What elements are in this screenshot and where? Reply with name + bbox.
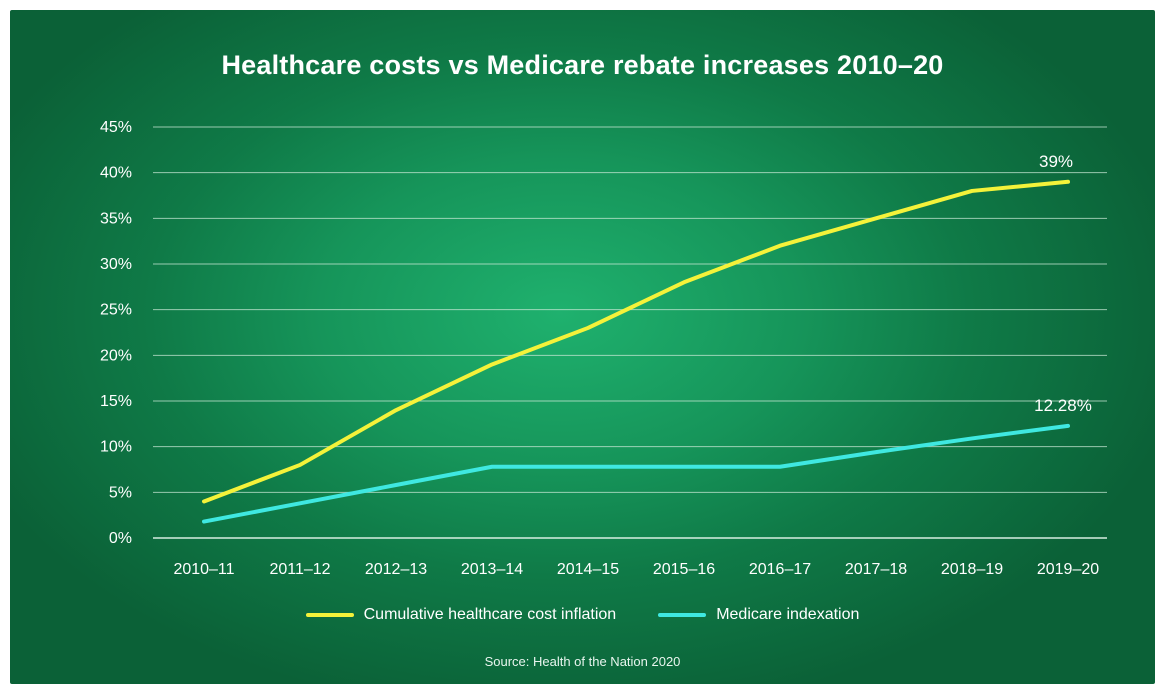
x-tick-label: 2013–14: [461, 561, 523, 578]
x-tick-label: 2017–18: [845, 561, 907, 578]
y-tick-label: 10%: [100, 439, 132, 456]
y-tick-label: 5%: [109, 484, 132, 501]
grid-lines: [153, 126, 1107, 539]
y-tick-label: 40%: [100, 165, 132, 182]
x-tick-label: 2015–16: [653, 561, 715, 578]
data-label: 12.28%: [1034, 396, 1092, 415]
line-chart: 0% 5% 10% 15% 20% 25% 30% 35% 40% 45% 2010–11 2011…: [100, 119, 1107, 578]
x-tick-label: 2019–20: [1037, 561, 1099, 578]
legend-item-medicare-indexation: Medicare indexation: [658, 606, 859, 624]
chart-title: Healthcare costs vs Medicare rebate incr…: [221, 50, 944, 80]
x-tick-label: 2012–13: [365, 561, 427, 578]
legend: Cumulative healthcare cost inflation Med…: [10, 606, 1155, 624]
legend-item-healthcare-inflation: Cumulative healthcare cost inflation: [305, 606, 617, 624]
x-tick-label: 2018–19: [941, 561, 1003, 578]
series-line-healthcare-inflation: [202, 179, 1070, 504]
x-tick-label: 2016–17: [749, 561, 811, 578]
chart-card: Healthcare costs vs Medicare rebate incr…: [10, 10, 1155, 684]
y-tick-label: 25%: [100, 302, 132, 319]
x-axis-ticks: 2010–11 2011–12 2012–13 2013–14 2014–15 2015–…: [173, 561, 1099, 578]
x-tick-label: 2011–12: [269, 561, 330, 578]
series-line-medicare-indexation: [202, 423, 1070, 524]
data-labels: 39% 12.28%: [1034, 152, 1092, 415]
source-note: Source: Health of the Nation 2020: [484, 654, 681, 669]
legend-label-healthcare-inflation: Cumulative healthcare cost inflation: [363, 606, 617, 623]
y-axis-ticks: 0% 5% 10% 15% 20% 25% 30% 35% 40% 45%: [100, 119, 132, 547]
y-tick-label: 0%: [109, 530, 132, 547]
legend-swatch-yellow: [305, 613, 354, 617]
y-tick-label: 35%: [100, 210, 132, 227]
x-tick-label: 2014–15: [557, 561, 619, 578]
x-tick-label: 2010–11: [173, 561, 234, 578]
y-tick-label: 15%: [100, 393, 132, 410]
series-lines: [202, 179, 1070, 524]
legend-label-medicare-indexation: Medicare indexation: [716, 606, 860, 623]
y-tick-label: 30%: [100, 256, 132, 273]
data-label: 39%: [1039, 152, 1073, 171]
y-tick-label: 45%: [100, 119, 132, 136]
y-tick-label: 20%: [100, 347, 132, 364]
legend-swatch-cyan: [658, 613, 707, 617]
